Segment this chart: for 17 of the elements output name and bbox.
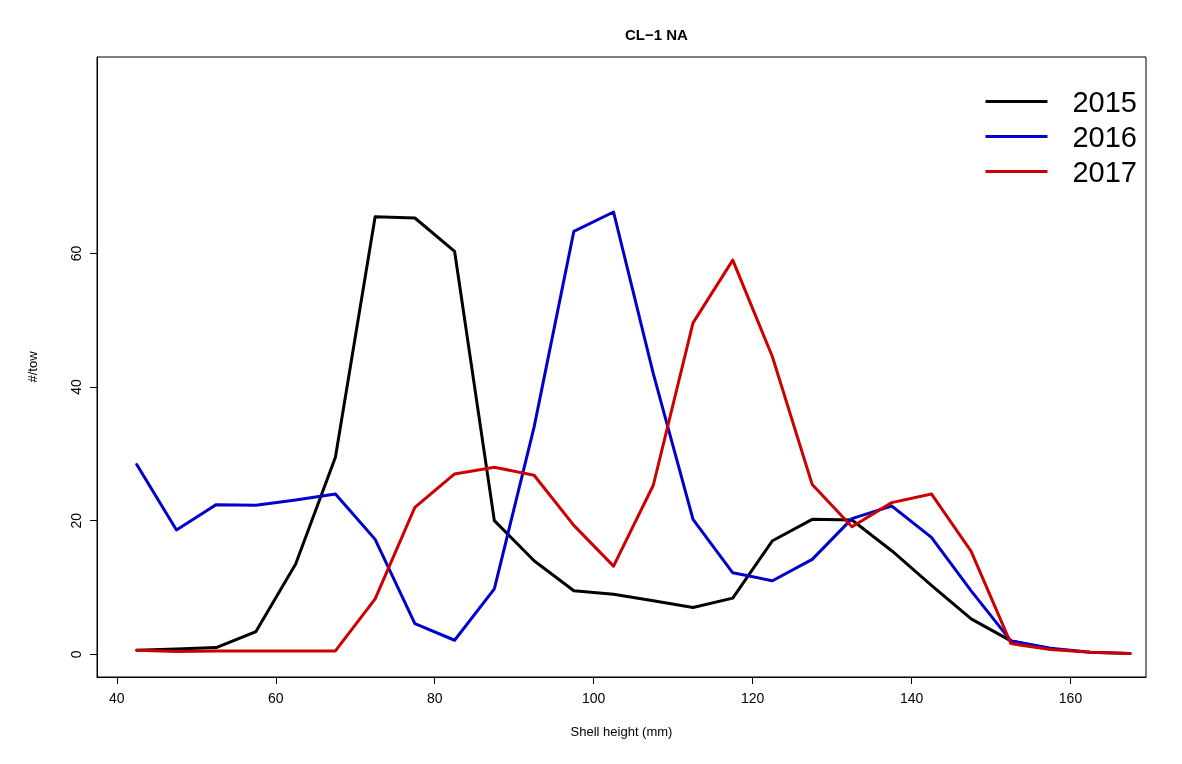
x-axis-title: Shell height (mm) [570,724,673,739]
x-tick-label: 120 [740,690,765,706]
y-axis-title: #/tow [25,350,40,383]
x-tick-label: 60 [268,690,284,706]
x-tick-label: 140 [899,690,924,706]
x-tick-label: 40 [109,690,125,706]
x-tick-label: 80 [426,690,443,706]
y-tick-label: 0 [68,650,84,659]
legend-label: 2016 [1072,120,1137,153]
y-tick-label: 40 [68,379,84,395]
legend-label: 2015 [1072,85,1137,118]
y-tick-label: 20 [68,512,84,529]
x-tick-label: 160 [1058,690,1083,706]
y-tick-label: 60 [68,245,84,262]
chart-title: CL−1 NA [625,26,689,43]
x-tick-label: 100 [582,690,606,706]
legend-label: 2017 [1072,155,1137,188]
